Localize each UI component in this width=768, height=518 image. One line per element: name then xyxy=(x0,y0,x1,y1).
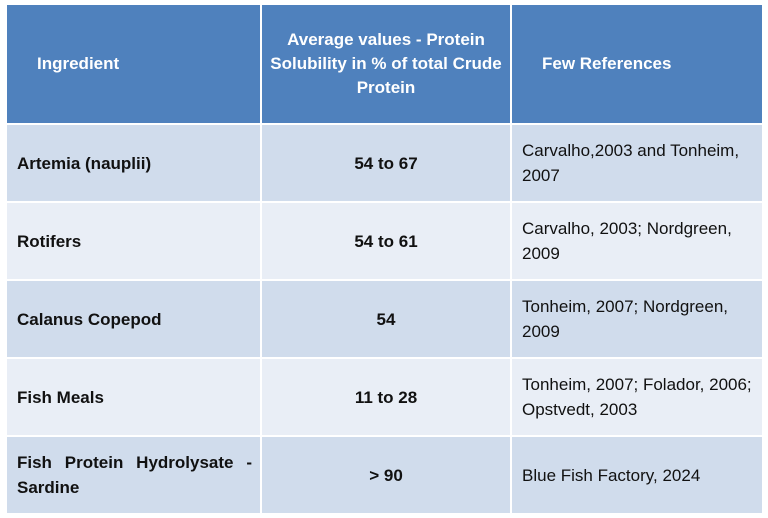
header-protein-solubility: Average values - Protein Solubility in %… xyxy=(260,3,512,125)
protein-solubility-table: Ingredient Average values - Protein Solu… xyxy=(5,3,764,515)
solubility-value-cell: 54 to 67 xyxy=(260,123,512,203)
references-cell: Carvalho,2003 and Tonheim, 2007 xyxy=(510,123,764,203)
protein-solubility-table-container: Ingredient Average values - Protein Solu… xyxy=(5,3,764,515)
header-references: Few References xyxy=(510,3,764,125)
table-row: Calanus Copepod 54 Tonheim, 2007; Nordgr… xyxy=(5,279,764,359)
ingredient-cell: Rotifers xyxy=(5,201,262,281)
solubility-value-cell: > 90 xyxy=(260,435,512,515)
table-row: Rotifers 54 to 61 Carvalho, 2003; Nordgr… xyxy=(5,201,764,281)
ingredient-cell: Artemia (nauplii) xyxy=(5,123,262,203)
table-row: Fish Meals 11 to 28 Tonheim, 2007; Folad… xyxy=(5,357,764,437)
solubility-value-cell: 11 to 28 xyxy=(260,357,512,437)
ingredient-cell: Fish Meals xyxy=(5,357,262,437)
solubility-value-cell: 54 xyxy=(260,279,512,359)
references-cell: Tonheim, 2007; Nordgreen, 2009 xyxy=(510,279,764,359)
ingredient-cell: Calanus Copepod xyxy=(5,279,262,359)
ingredient-cell: Fish Protein Hydrolysate - Sardine xyxy=(5,435,262,515)
table-header-row: Ingredient Average values - Protein Solu… xyxy=(5,3,764,125)
table-row: Fish Protein Hydrolysate - Sardine > 90 … xyxy=(5,435,764,515)
solubility-value-cell: 54 to 61 xyxy=(260,201,512,281)
table-row: Artemia (nauplii) 54 to 67 Carvalho,2003… xyxy=(5,123,764,203)
references-cell: Tonheim, 2007; Folador, 2006; Opstvedt, … xyxy=(510,357,764,437)
references-cell: Carvalho, 2003; Nordgreen, 2009 xyxy=(510,201,764,281)
references-cell: Blue Fish Factory, 2024 xyxy=(510,435,764,515)
header-ingredient: Ingredient xyxy=(5,3,262,125)
